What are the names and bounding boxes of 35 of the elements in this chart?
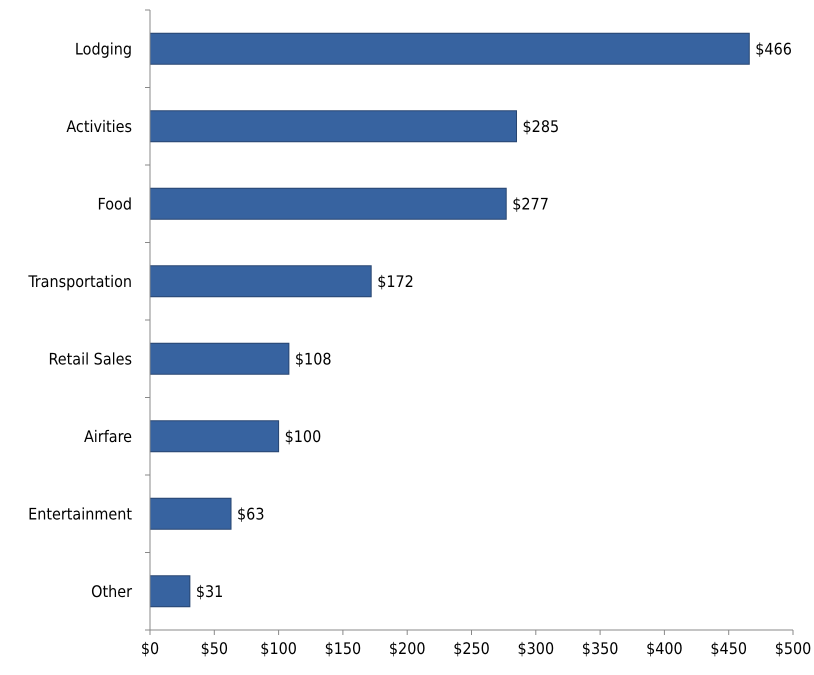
y-tick-label: Entertainment bbox=[28, 504, 132, 524]
y-tick-label: Activities bbox=[66, 116, 132, 136]
x-tick-label: $350 bbox=[582, 639, 618, 658]
bar bbox=[150, 32, 750, 65]
data-label: $277 bbox=[512, 194, 549, 214]
y-tick-label: Retail Sales bbox=[48, 349, 132, 368]
data-label: $285 bbox=[522, 116, 560, 136]
x-tick-label: $100 bbox=[260, 639, 297, 658]
x-tick-label: $400 bbox=[646, 639, 683, 658]
bar bbox=[150, 265, 372, 298]
data-label: $466 bbox=[755, 39, 792, 58]
data-label: $63 bbox=[237, 504, 264, 524]
bar bbox=[150, 575, 190, 608]
y-tick-label: Lodging bbox=[74, 39, 132, 58]
x-tick-label: $500 bbox=[774, 639, 812, 658]
x-tick-label: $450 bbox=[710, 639, 748, 658]
x-tick-label: $250 bbox=[453, 639, 490, 658]
x-tick-label: $300 bbox=[517, 639, 554, 658]
bar bbox=[150, 342, 290, 375]
x-tick-label: $200 bbox=[388, 639, 426, 658]
data-label: $108 bbox=[294, 349, 332, 368]
y-tick-label: Airfare bbox=[84, 426, 132, 446]
bar bbox=[150, 110, 518, 142]
bar bbox=[150, 420, 280, 452]
x-tick-label: $50 bbox=[200, 639, 228, 658]
x-tick-label: $0 bbox=[140, 639, 160, 658]
data-label: $100 bbox=[284, 426, 322, 446]
bar bbox=[150, 498, 232, 530]
y-tick-label: Transportation bbox=[27, 272, 132, 291]
y-tick-label: Food bbox=[98, 194, 132, 214]
x-tick-label: $150 bbox=[324, 639, 362, 658]
data-label: $172 bbox=[377, 272, 414, 291]
data-label: $31 bbox=[196, 582, 224, 601]
y-tick-label: Other bbox=[91, 582, 132, 601]
bar bbox=[150, 188, 507, 220]
